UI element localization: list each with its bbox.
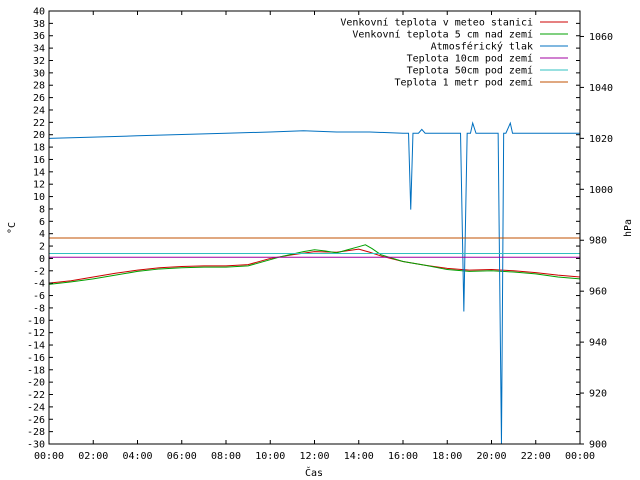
y2-tick-label: 900	[589, 440, 607, 451]
y-tick-label: 14	[33, 167, 45, 178]
legend-label-4: Teplota 10cm pod zemí	[407, 53, 533, 65]
x-axis: 00:00 02:00 04:00 06:00 08:00 10:00 12:00 14:00…	[34, 11, 595, 462]
y-tick-label: 34	[33, 44, 45, 55]
x-tick-label: 00:00	[565, 451, 595, 462]
y-tick-label: 4	[39, 229, 45, 240]
y-tick-label: -22	[27, 390, 45, 401]
y-tick-label: 20	[33, 130, 45, 141]
x-tick-label: 06:00	[167, 451, 197, 462]
legend-label-6: Teplota 1 metr pod zemí	[395, 77, 533, 89]
y-tick-label: -2	[33, 266, 45, 277]
y-tick-label: 6	[39, 217, 45, 228]
y2-tick-label: 1060	[589, 32, 613, 43]
legend-label-5: Teplota 50cm pod zemí	[407, 65, 533, 77]
x-tick-label: 10:00	[255, 451, 285, 462]
y-tick-label: -16	[27, 353, 45, 364]
y-tick-label: -8	[33, 303, 45, 314]
y-tick-label: 24	[33, 105, 45, 116]
y2-tick-label: 920	[589, 389, 607, 400]
x-tick-label: 04:00	[122, 451, 152, 462]
y-tick-label: -20	[27, 378, 45, 389]
x-tick-label: 16:00	[388, 451, 418, 462]
x-tick-label: 12:00	[299, 451, 329, 462]
y-tick-label: 26	[33, 93, 45, 104]
series-line-2	[48, 244, 581, 285]
legend-label-2: Venkovní teplota 5 cm nad zemí	[352, 29, 533, 41]
x-tick-label: 18:00	[432, 451, 462, 462]
y-tick-label: 28	[33, 81, 45, 92]
y-tick-label: -10	[27, 316, 45, 327]
y-tick-label: 22	[33, 118, 45, 129]
x-axis-label: Čas	[305, 466, 323, 479]
y2-tick-label: 1040	[589, 83, 613, 94]
legend-label-1: Venkovní teplota v meteo stanici	[340, 17, 533, 29]
y-tick-label: 8	[39, 204, 45, 215]
y-tick-label: 2	[39, 242, 45, 253]
y-axis-label: °C	[7, 222, 18, 234]
y2-axis-label: hPa	[623, 219, 634, 237]
legend-label-3: Atmosférický tlak	[431, 41, 533, 53]
y-tick-label: 12	[33, 180, 45, 191]
series-line-1	[48, 248, 581, 284]
y-tick-label: 36	[33, 31, 45, 42]
y-axis: -30-28-26-24-22-20-18-16-14-12-10-8-6-4-…	[27, 7, 580, 451]
y-tick-label: -4	[33, 279, 45, 290]
y-tick-label: -12	[27, 328, 45, 339]
y-tick-label: -24	[27, 402, 45, 413]
y-tick-label: 40	[33, 7, 45, 18]
y-tick-label: -18	[27, 365, 45, 376]
y2-tick-label: 1000	[589, 185, 613, 196]
y-tick-label: 18	[33, 143, 45, 154]
x-tick-label: 08:00	[211, 451, 241, 462]
y-tick-label: -30	[27, 440, 45, 451]
y-tick-label: -14	[27, 341, 45, 352]
y2-tick-label: 980	[589, 236, 607, 247]
x-tick-label: 20:00	[476, 451, 506, 462]
series-line-3	[48, 121, 580, 445]
x-tick-label: 02:00	[78, 451, 108, 462]
y-tick-label: 32	[33, 56, 45, 67]
x-tick-label: 14:00	[344, 451, 374, 462]
y2-tick-label: 940	[589, 338, 607, 349]
y-tick-label: 0	[39, 254, 45, 265]
x-tick-label: 22:00	[521, 451, 551, 462]
y-tick-label: -26	[27, 415, 45, 426]
x-tick-label: 00:00	[34, 451, 64, 462]
y-tick-label: -28	[27, 427, 45, 438]
y-tick-label: 16	[33, 155, 45, 166]
y-tick-label: 38	[33, 19, 45, 30]
y2-tick-label: 1020	[589, 134, 613, 145]
y2-tick-label: 960	[589, 287, 607, 298]
y2-axis: 900 920 940 960 980 1000 1020 1040 1060	[580, 32, 613, 451]
plot-lines	[48, 121, 581, 445]
y-tick-label: 10	[33, 192, 45, 203]
y-tick-label: 30	[33, 68, 45, 79]
legend: Venkovní teplota v meteo staniciVenkovní…	[340, 17, 568, 89]
y-tick-label: -6	[33, 291, 45, 302]
